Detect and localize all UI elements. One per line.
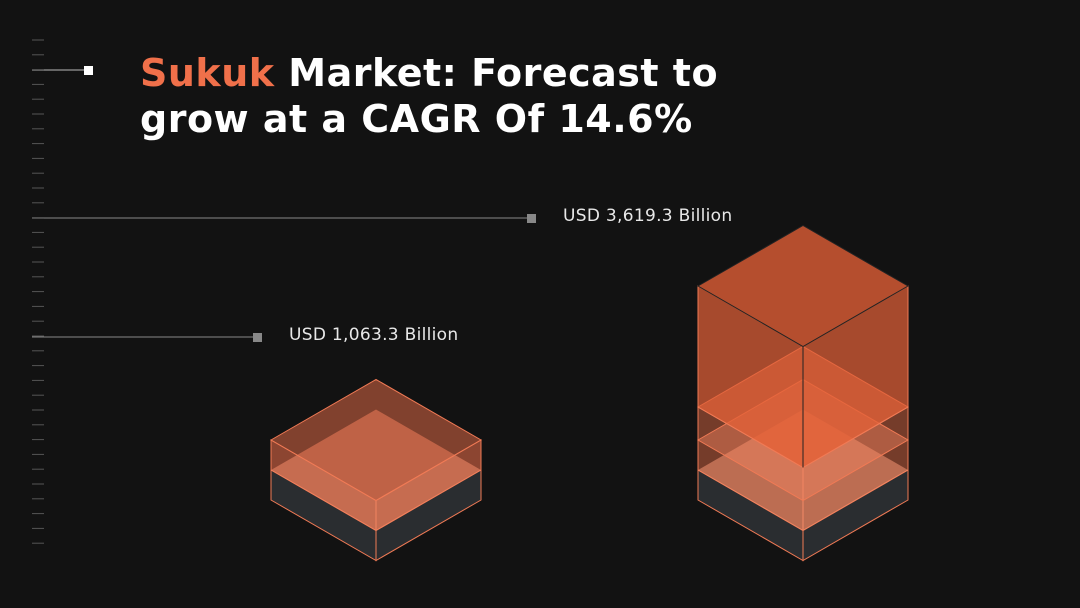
value-label: USD 1,063.3 Billion — [289, 325, 459, 345]
cube-top — [269, 378, 483, 502]
title-text: Market: Forecast to grow at a CAGR Of 14… — [140, 51, 719, 141]
pointer-square — [253, 333, 262, 342]
pointer-square — [84, 66, 93, 75]
value-label: USD 3,619.3 Billion — [563, 206, 733, 226]
cube-top — [696, 224, 910, 348]
pointer-square — [527, 214, 536, 223]
cube-inner — [698, 409, 908, 531]
title-highlight: Sukuk — [140, 51, 275, 95]
title: Sukuk Market: Forecast to grow at a CAGR… — [140, 50, 780, 142]
